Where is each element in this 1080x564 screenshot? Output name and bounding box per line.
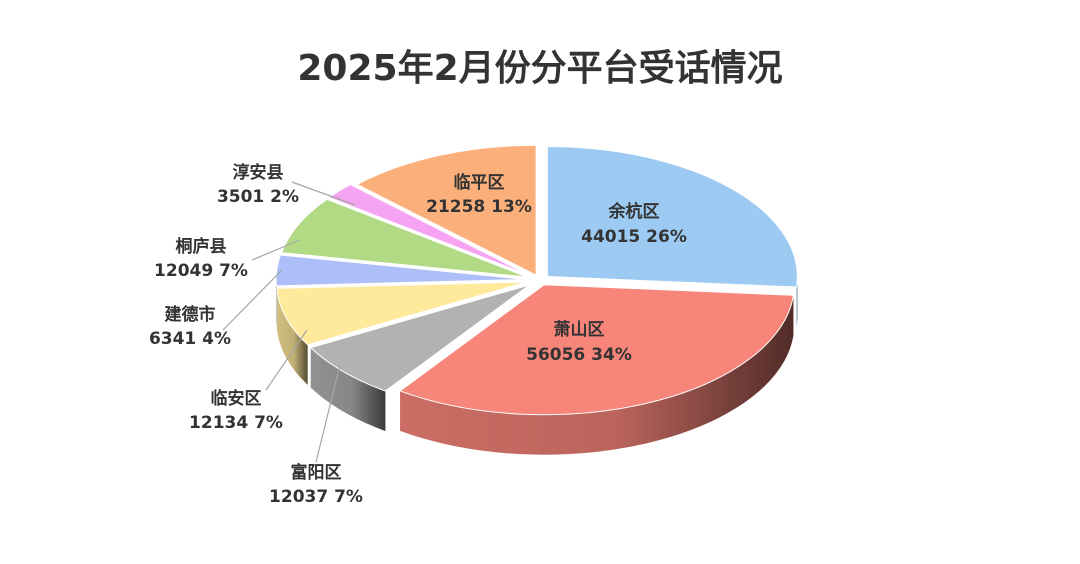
leader-line-4 — [222, 269, 283, 331]
leader-line-2 — [315, 364, 341, 463]
pie-slice-7 — [356, 144, 537, 276]
pie-slice-2 — [310, 284, 531, 392]
pie-slice-5 — [281, 198, 528, 278]
slice-side-shade-1 — [400, 295, 794, 455]
slice-label-value-3: 12134 7% — [189, 413, 283, 433]
leader-line-5 — [251, 239, 301, 261]
slice-label-name-6: 淳安县 — [233, 162, 284, 183]
slice-label-value-0: 44015 26% — [581, 227, 687, 247]
leader-line-6 — [291, 181, 356, 206]
pie-slice-4 — [275, 254, 527, 287]
slice-label-name-3: 临安区 — [211, 388, 262, 409]
slice-side-shade-2 — [310, 347, 386, 432]
slice-label-name-7: 临平区 — [454, 172, 505, 193]
slice-label-value-6: 3501 2% — [217, 187, 299, 207]
slice-label-name-1: 萧山区 — [554, 320, 605, 340]
leader-line-3 — [265, 329, 308, 391]
pie-slice-6 — [328, 184, 530, 276]
pie-slice-0 — [546, 145, 798, 288]
data-label-layer: 余杭区 44015 26% 萧山区 56056 34% 富阳区 12037 7% 临安区 12… — [149, 162, 687, 507]
slice-label-name-0: 余杭区 — [608, 201, 660, 222]
slice-layer — [275, 144, 798, 455]
slice-label-value-1: 56056 34% — [526, 345, 632, 365]
pie-slice-3 — [276, 281, 528, 346]
slice-label-value-2: 12037 7% — [269, 487, 363, 507]
slice-label-value-4: 6341 4% — [149, 329, 231, 349]
slice-label-name-4: 建德市 — [165, 304, 216, 325]
slice-label-name-2: 富阳区 — [291, 462, 342, 483]
chart-title: 2025年2月份分平台受话情况 — [297, 48, 782, 89]
slice-label-value-5: 12049 7% — [154, 261, 248, 281]
slice-label-name-5: 桐庐县 — [176, 236, 227, 257]
leader-line-layer — [222, 181, 356, 463]
slice-label-value-7: 21258 13% — [426, 197, 532, 217]
pie-slice-1 — [399, 284, 794, 416]
slice-side-shade-3 — [276, 288, 308, 385]
slice-side-shade-0 — [796, 276, 798, 328]
